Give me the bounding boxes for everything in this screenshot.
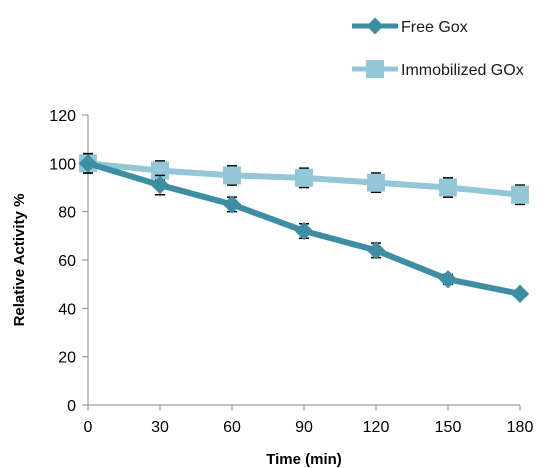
x-tick-label: 90 bbox=[295, 419, 313, 436]
data-point bbox=[367, 173, 385, 192]
x-tick-label: 0 bbox=[84, 419, 93, 436]
data-point bbox=[222, 195, 242, 214]
x-tick-label: 120 bbox=[363, 419, 390, 436]
legend-marker-immobilized-gox bbox=[366, 60, 384, 78]
y-axis-ticks: 0 20 40 60 80 100 120 bbox=[49, 108, 88, 415]
data-point bbox=[295, 168, 313, 187]
y-tick-label: 40 bbox=[58, 301, 76, 318]
legend-label-free-gox: Free Gox bbox=[401, 19, 468, 36]
data-point bbox=[150, 175, 170, 195]
legend-label-immobilized-gox: Immobilized GOx bbox=[401, 62, 524, 79]
x-axis-ticks: 0 30 60 90 120 150 180 bbox=[84, 405, 534, 436]
y-tick-label: 60 bbox=[58, 253, 76, 270]
x-tick-label: 150 bbox=[435, 419, 462, 436]
y-tick-label: 80 bbox=[58, 205, 76, 222]
data-point bbox=[223, 166, 241, 185]
legend: Free Gox Immobilized GOx bbox=[352, 17, 524, 79]
y-tick-label: 20 bbox=[58, 350, 76, 367]
y-axis-title: Relative Activity % bbox=[11, 194, 28, 327]
x-tick-label: 30 bbox=[151, 419, 169, 436]
data-point bbox=[294, 221, 314, 241]
data-point bbox=[510, 284, 530, 304]
series-layer bbox=[78, 152, 530, 304]
y-tick-label: 120 bbox=[49, 108, 76, 125]
x-tick-label: 60 bbox=[223, 419, 241, 436]
x-axis-title: Time (min) bbox=[266, 451, 342, 468]
data-point bbox=[438, 270, 458, 289]
series-free-gox bbox=[78, 152, 530, 304]
data-point bbox=[439, 178, 457, 197]
x-tick-label: 180 bbox=[507, 419, 534, 436]
data-point bbox=[366, 241, 386, 260]
legend-marker-free-gox bbox=[366, 17, 384, 35]
data-point bbox=[78, 154, 98, 173]
y-tick-label: 0 bbox=[67, 398, 76, 415]
y-tick-label: 100 bbox=[49, 156, 76, 173]
data-point bbox=[511, 185, 529, 204]
